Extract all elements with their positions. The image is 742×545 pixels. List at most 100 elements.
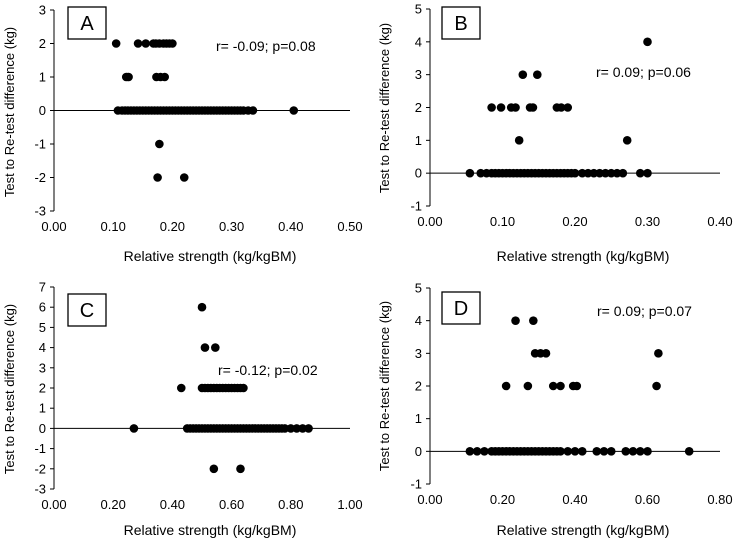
panel-label: B bbox=[454, 13, 467, 35]
data-point bbox=[200, 343, 210, 352]
panel-label-box bbox=[67, 6, 107, 40]
data-point bbox=[622, 136, 632, 145]
y-tick-label: 5 bbox=[415, 281, 422, 296]
data-point bbox=[111, 39, 121, 48]
data-point bbox=[124, 72, 133, 82]
data-point bbox=[570, 168, 580, 178]
data-point bbox=[556, 447, 565, 456]
y-tick-label: 1 bbox=[39, 401, 46, 416]
x-tick-label: 0.20 bbox=[160, 219, 185, 234]
y-tick-label: -1 bbox=[34, 441, 46, 456]
data-point bbox=[153, 173, 162, 182]
y-tick-label: 2 bbox=[39, 36, 46, 51]
data-point bbox=[168, 39, 177, 48]
data-point bbox=[179, 173, 189, 182]
data-point bbox=[197, 302, 207, 312]
data-point bbox=[635, 447, 645, 456]
y-tick-label: 5 bbox=[39, 320, 46, 335]
panel-label-box bbox=[441, 6, 481, 40]
data-point bbox=[529, 316, 538, 325]
x-axis-label: Relative strength (kg/kgBM) bbox=[124, 248, 297, 264]
data-point bbox=[643, 447, 652, 456]
x-tick-label: 0.60 bbox=[219, 497, 244, 512]
data-point bbox=[592, 447, 602, 456]
stats-annotation: r= 0.09; p=0.07 bbox=[597, 303, 692, 319]
x-tick-label: 0.20 bbox=[101, 497, 126, 512]
data-point bbox=[155, 139, 164, 149]
x-tick-label: 0.00 bbox=[417, 492, 442, 507]
x-tick-label: 0.40 bbox=[562, 492, 587, 507]
data-point bbox=[141, 39, 151, 48]
data-point bbox=[501, 381, 511, 391]
y-tick-label: -3 bbox=[34, 482, 46, 497]
y-tick-label: 2 bbox=[415, 379, 422, 394]
data-point bbox=[533, 70, 542, 79]
x-tick-label: 0.40 bbox=[278, 219, 303, 234]
x-tick-label: 0.00 bbox=[417, 214, 442, 229]
stats-annotation: r= -0.09; p=0.08 bbox=[216, 38, 316, 54]
x-tick-label: 0.30 bbox=[219, 219, 244, 234]
y-tick-label: 5 bbox=[415, 2, 422, 17]
data-point bbox=[570, 447, 580, 456]
data-point bbox=[654, 349, 663, 358]
data-point bbox=[548, 381, 558, 391]
y-tick-label: -1 bbox=[34, 137, 46, 152]
data-point bbox=[133, 39, 143, 48]
y-tick-label: 3 bbox=[415, 67, 422, 82]
x-tick-label: 0.20 bbox=[490, 492, 515, 507]
y-tick-label: 4 bbox=[415, 313, 422, 328]
y-axis-label: Test to Re-test difference (kg) bbox=[2, 27, 17, 197]
y-tick-label: 0 bbox=[39, 421, 46, 436]
panel-label: C bbox=[80, 300, 94, 322]
data-point bbox=[643, 37, 652, 47]
stats-annotation: r= -0.12; p=0.02 bbox=[218, 362, 318, 378]
data-point bbox=[518, 70, 528, 79]
data-point bbox=[465, 447, 475, 456]
data-point bbox=[514, 136, 524, 145]
data-point bbox=[289, 106, 299, 115]
data-point bbox=[528, 103, 538, 112]
x-tick-label: 0.80 bbox=[278, 497, 303, 512]
panel-label-box bbox=[67, 293, 107, 327]
y-tick-label: -2 bbox=[34, 170, 46, 185]
data-point bbox=[239, 383, 248, 393]
data-point bbox=[572, 381, 582, 391]
y-tick-label: 3 bbox=[415, 346, 422, 361]
data-point bbox=[487, 103, 496, 112]
y-tick-label: 3 bbox=[39, 3, 46, 18]
x-axis-label: Relative strength (kg/kgBM) bbox=[124, 522, 297, 538]
y-tick-label: 1 bbox=[415, 133, 422, 148]
data-point bbox=[496, 103, 506, 112]
y-tick-label: 2 bbox=[415, 100, 422, 115]
y-axis-label: Test to Re-test difference (kg) bbox=[2, 304, 17, 474]
x-tick-label: 0.00 bbox=[41, 219, 66, 234]
data-point bbox=[511, 316, 520, 325]
y-tick-label: 2 bbox=[39, 381, 46, 396]
y-axis-label: Test to Re-test difference (kg) bbox=[377, 301, 392, 471]
y-tick-label: 0 bbox=[39, 103, 46, 118]
data-point bbox=[556, 381, 565, 391]
y-tick-label: 1 bbox=[39, 70, 46, 85]
x-tick-label: 0.50 bbox=[337, 219, 362, 234]
data-point bbox=[563, 103, 573, 112]
data-point bbox=[606, 447, 616, 456]
data-point bbox=[577, 447, 587, 456]
y-tick-label: 6 bbox=[39, 300, 46, 315]
x-tick-label: 0.60 bbox=[635, 492, 660, 507]
x-tick-label: 0.30 bbox=[635, 214, 660, 229]
data-point bbox=[621, 447, 631, 456]
data-point bbox=[236, 464, 245, 474]
data-point bbox=[298, 424, 307, 433]
data-point bbox=[304, 424, 313, 433]
stats-annotation: r= 0.09; p=0.06 bbox=[596, 64, 691, 80]
data-point bbox=[523, 381, 533, 391]
x-axis-label: Relative strength (kg/kgBM) bbox=[497, 248, 670, 264]
x-tick-label: 0.80 bbox=[707, 492, 732, 507]
data-point bbox=[556, 103, 566, 112]
y-tick-label: 4 bbox=[39, 340, 46, 355]
data-point bbox=[643, 168, 652, 178]
data-point bbox=[160, 72, 170, 82]
y-tick-label: -2 bbox=[34, 461, 46, 476]
data-point bbox=[628, 447, 638, 456]
